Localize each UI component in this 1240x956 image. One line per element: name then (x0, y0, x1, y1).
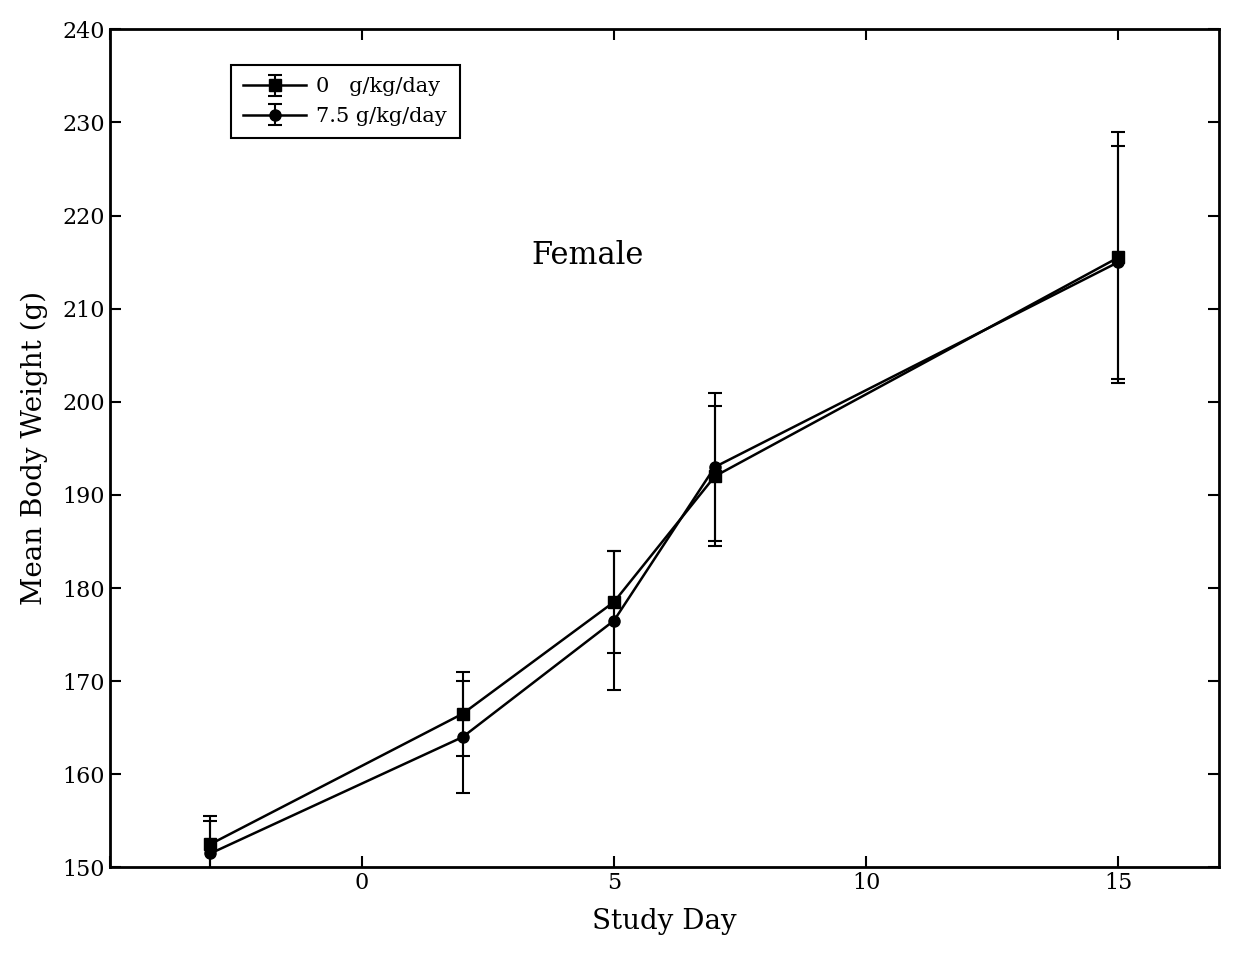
X-axis label: Study Day: Study Day (591, 908, 737, 935)
Legend: 0   g/kg/day, 7.5 g/kg/day: 0 g/kg/day, 7.5 g/kg/day (231, 65, 460, 139)
Y-axis label: Mean Body Weight (g): Mean Body Weight (g) (21, 292, 48, 605)
Text: Female: Female (531, 240, 644, 271)
